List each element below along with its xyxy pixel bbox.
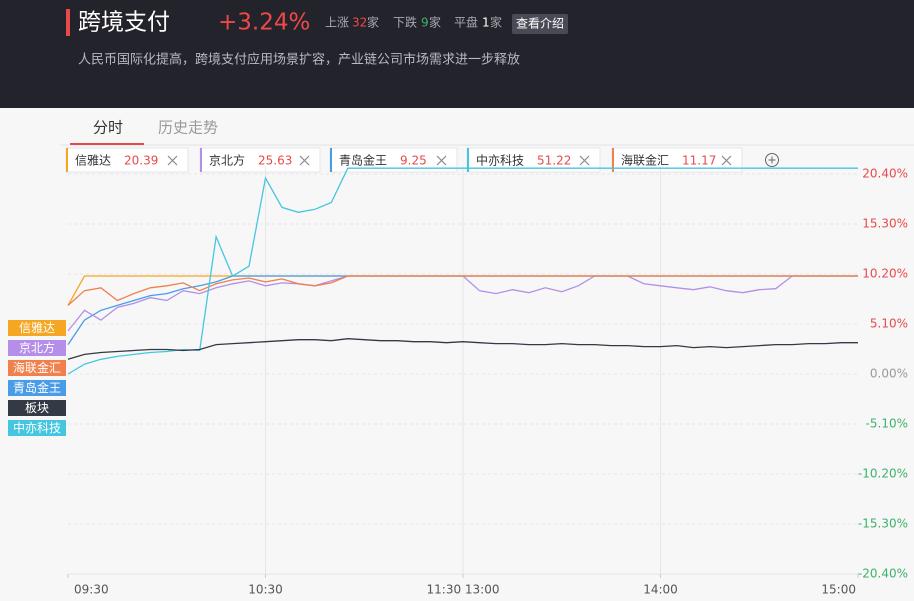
stat-label: 上涨 [325,15,349,30]
y-tick-label: -20.40% [858,567,908,581]
stat-count: 9 [421,16,429,30]
chip-close[interactable] [167,155,178,166]
legend-swatch [8,320,66,336]
title-bar [66,9,70,36]
y-tick-label: -5.10% [866,417,908,431]
stat-unit: 家 [367,15,379,30]
x-tick-label: 15:00 [821,583,856,597]
title: 跨境支付 [78,10,170,36]
legend-label: 青岛金王 [13,380,61,395]
y-tick-label: -15.30% [858,517,908,531]
chip-name: 海联金汇 [621,153,669,168]
stat-count: 32 [352,16,367,30]
legend-label: 中亦科技 [13,420,61,435]
chip-name: 京北方 [209,153,245,168]
x-tick-label: 11:30 13:00 [427,583,500,597]
legend-label: 京北方 [19,340,55,355]
chip-name: 信雅达 [75,153,111,168]
legend-swatch [8,420,66,436]
chip-name: 中亦科技 [476,153,524,168]
chip-close[interactable] [436,155,447,166]
chip-accent [330,148,332,172]
stat-label: 平盘 [454,15,478,30]
legend-label: 板块 [25,401,49,415]
intro-button[interactable] [512,14,568,34]
tab-underline [70,143,144,145]
legend-label: 海联金汇 [13,360,61,375]
change: +3.24% [218,10,310,36]
y-tick-label: 5.10% [870,317,908,331]
stat-unit: 家 [429,15,441,30]
stat-count: 1 [482,16,490,30]
y-tick-label: 20.40% [862,167,908,181]
header [0,0,914,108]
chip-accent [66,148,68,172]
tab[interactable]: 分时 [93,119,123,137]
legend-swatch [8,340,66,356]
chip-close[interactable] [299,155,310,166]
chip-name: 青岛金王 [339,153,387,168]
legend-label: 信雅达 [19,320,55,335]
legend-swatch [8,380,66,396]
chip-accent [612,148,614,172]
chip-accent [200,148,202,172]
chip-price: 51.22 [537,154,571,168]
chip-close[interactable] [721,155,732,166]
tab[interactable]: 历史走势 [158,119,218,137]
stat-label: 下跌 [393,15,417,30]
intro-button-label[interactable]: 查看介绍 [516,17,564,31]
x-tick-label: 10:30 [248,583,283,597]
chip-price: 20.39 [124,154,158,168]
stat-unit: 家 [490,15,502,30]
series-line [67,275,858,306]
x-tick-label: 09:30 [74,583,109,597]
x-tick-label: 14:00 [643,583,678,597]
y-tick-label: 15.30% [862,217,908,231]
chip-price: 11.17 [682,154,716,168]
chip[interactable] [65,147,189,173]
legend-swatch [8,400,66,416]
add-button[interactable] [765,153,779,167]
chip-close[interactable] [579,155,590,166]
description: 人民币国际化提高，跨境支付应用场景扩容，产业链公司市场需求进一步释放 [78,52,520,68]
chip-price: 9.25 [400,154,427,168]
y-tick-label: -10.20% [858,467,908,481]
series-line [67,338,858,360]
chip-price: 25.63 [258,154,292,168]
chip-accent [467,148,469,172]
add-icon[interactable] [768,156,776,164]
y-tick-label: 10.20% [862,267,908,281]
y-tick-label: 0.00% [870,367,908,381]
series-line [67,167,858,375]
legend-swatch [8,360,66,376]
